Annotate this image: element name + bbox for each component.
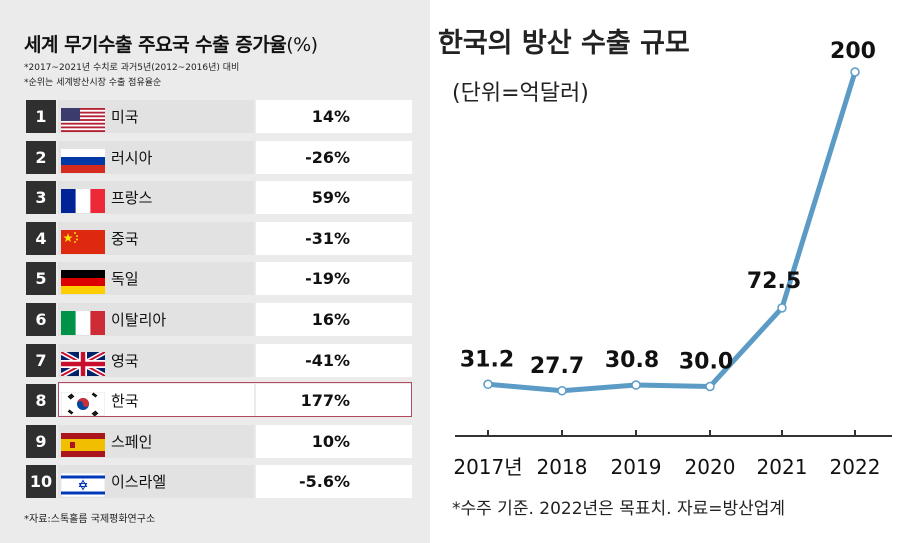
country-name: 한국 (111, 392, 139, 411)
chart-note: *수주 기준. 2022년은 목표치. 자료=방산업계 (452, 499, 785, 519)
value-cell: 10% (256, 424, 412, 458)
data-label: 30.8 (605, 348, 659, 373)
table-rows: 1 미국 14% 2 러시아 -26% 3 프랑스 59% 4 중국 -31% 5 독일 -19% 6 이탈리아… (26, 100, 416, 506)
growth-value: -31% (305, 228, 350, 248)
value-cell: 177% (256, 384, 412, 418)
data-point (705, 381, 715, 392)
data-point (483, 379, 493, 390)
rank-badge: 3 (26, 181, 56, 215)
x-tick-label: 2021 (757, 455, 808, 479)
table-row: 10 이스라엘 -5.6% (26, 465, 416, 499)
highlight-box (58, 382, 412, 418)
table-title: 세계 무기수출 주요국 수출 증가율(%) (24, 30, 318, 57)
series-line (487, 71, 858, 394)
x-tick-label: 2018 (537, 455, 588, 479)
table-row: 9 스페인 10% (26, 424, 416, 458)
uk-flag-icon (59, 349, 107, 378)
table-row: 1 미국 14% (26, 100, 416, 133)
data-label: 72.5 (747, 269, 801, 294)
country-name: 러시아 (111, 148, 153, 167)
table-row: 8 한국 177% (26, 382, 416, 418)
country-name: 이스라엘 (111, 473, 167, 492)
china-flag-icon (61, 229, 105, 254)
x-tick-label: 2017년 (453, 455, 522, 479)
table-row: 3 프랑스 59% (26, 181, 416, 215)
data-label: 27.7 (530, 354, 584, 379)
rank-badge: 1 (26, 100, 56, 133)
country-name: 프랑스 (111, 189, 153, 208)
value-cell: -41% (256, 343, 412, 377)
x-tick-label: 2022 (830, 455, 881, 479)
rank-badge: 2 (26, 140, 56, 174)
growth-value: 14% (311, 107, 350, 126)
data-point (777, 303, 787, 313)
table-source: *자료:스톡홀름 국제평화연구소 (24, 514, 156, 525)
rank-badge: 4 (26, 221, 56, 255)
value-cell: 14% (256, 100, 412, 133)
france-flag-icon (61, 189, 106, 214)
country-name: 스페인 (111, 432, 153, 451)
chart-title: 한국의 방산 수출 규모 (438, 28, 690, 59)
data-point (850, 67, 860, 77)
table-row: 5 독일 -19% (26, 262, 416, 296)
rank-badge: 5 (26, 262, 56, 296)
rank-badge: 8 (26, 384, 56, 418)
table-row: 2 러시아 -26% (26, 140, 416, 174)
growth-value: 16% (311, 309, 350, 329)
growth-value: -26% (305, 147, 350, 167)
data-point (557, 386, 567, 396)
growth-value: -5.6% (298, 472, 350, 492)
country-name: 이탈리아 (111, 310, 167, 329)
data-point (631, 380, 641, 390)
line-chart: 한국의 방산 수출 규모 (단위=억달러) 2017년 2018 2019 2020 202… (438, 28, 892, 519)
value-cell: -19% (256, 262, 412, 296)
germany-flag-icon (61, 270, 105, 295)
table-note-period: *2017~2021년 수치로 과거5년(2012~2016년) 대비 (24, 63, 240, 73)
table-row: 4 중국 -31% (26, 221, 416, 255)
rank-badge: 9 (26, 424, 56, 458)
russia-flag-icon (61, 148, 105, 173)
export-growth-table-panel: 세계 무기수출 주요국 수출 증가율(%) *2017~2021년 수치로 과거… (0, 0, 430, 543)
growth-value: -41% (305, 350, 350, 370)
rank-badge: 10 (26, 465, 56, 499)
value-cell: -26% (256, 140, 412, 174)
country-name: 독일 (111, 270, 139, 289)
rank-badge: 7 (26, 343, 56, 377)
data-label: 31.2 (460, 347, 514, 372)
value-cell: -31% (256, 221, 412, 255)
table-note-ranking: *순위는 세계방산시장 수출 점유율순 (24, 78, 162, 88)
korea-export-chart-panel: 한국의 방산 수출 규모 (단위=억달러) 2017년 2018 2019 2020 202… (430, 0, 909, 543)
data-label: 200 (830, 39, 876, 64)
table-row: 7 영국 -41% (26, 343, 416, 378)
spain-flag-icon (61, 432, 105, 457)
table-title-unit: (%) (286, 34, 318, 56)
us-flag-icon (61, 108, 105, 132)
country-name: 영국 (111, 351, 139, 370)
growth-value: 59% (311, 188, 350, 208)
value-cell: -5.6% (256, 465, 412, 499)
x-tick-label: 2020 (685, 455, 736, 479)
chart-subtitle: (단위=억달러) (452, 81, 589, 106)
rank-badge: 6 (26, 302, 56, 336)
value-cell: 59% (256, 181, 412, 215)
value-cell: 16% (256, 302, 412, 336)
data-label: 30.0 (679, 350, 733, 375)
growth-value: 177% (300, 391, 350, 411)
country-name: 미국 (111, 108, 139, 126)
table-title-text: 세계 무기수출 주요국 수출 증가율 (24, 34, 287, 56)
table-row: 6 이탈리아 16% (26, 302, 416, 336)
korea-flag-icon (60, 391, 106, 417)
x-tick-label: 2019 (611, 455, 662, 479)
italy-flag-icon (61, 310, 106, 335)
country-name: 중국 (111, 229, 139, 248)
israel-flag-icon (60, 473, 106, 498)
growth-value: 10% (311, 431, 350, 451)
growth-value: -19% (305, 269, 350, 289)
